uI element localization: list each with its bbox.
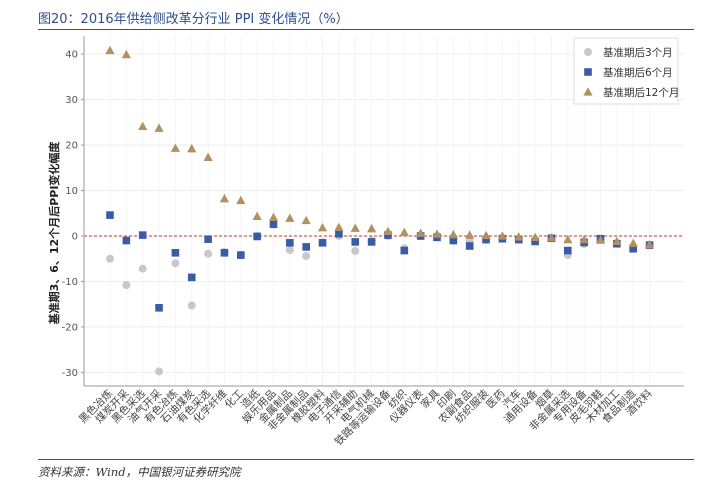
- y-tick-label: 0: [72, 232, 78, 243]
- legend-marker: [584, 68, 592, 76]
- point-6m: [204, 235, 212, 243]
- legend-marker: [583, 87, 593, 96]
- point-12m: [187, 143, 197, 153]
- point-3m: [106, 254, 114, 263]
- point-6m: [253, 232, 261, 241]
- point-12m: [121, 49, 131, 59]
- point-6m: [286, 239, 294, 247]
- point-12m: [154, 123, 164, 132]
- point-12m: [399, 227, 409, 236]
- point-12m: [628, 238, 638, 247]
- point-6m: [122, 236, 131, 245]
- point-6m: [449, 236, 458, 245]
- point-3m: [187, 301, 196, 310]
- point-6m: [465, 242, 474, 250]
- point-6m: [384, 231, 392, 239]
- chart-title: 图20：2016年供给侧改革分行业 PPI 变化情况（%）: [38, 12, 349, 27]
- x-ticks: 黑色冶炼煤炭开采黑色采选油气开采有色冶炼石油煤炭有色采选化学纤维化工造纸娱乐用品…: [76, 387, 655, 449]
- point-12m: [285, 213, 295, 222]
- y-tick-label: 20: [65, 141, 78, 152]
- point-12m: [644, 239, 655, 249]
- y-axis-label: 基准期3、6、12个月后PPI变化幅度: [47, 141, 61, 326]
- point-6m: [269, 220, 278, 228]
- y-tick-label: -30: [62, 368, 78, 379]
- point-6m: [564, 246, 572, 255]
- point-12m: [514, 232, 524, 241]
- point-6m: [302, 243, 310, 251]
- y-tick-label: 10: [65, 186, 78, 197]
- point-12m: [203, 152, 213, 161]
- point-3m: [138, 264, 147, 273]
- point-6m: [138, 231, 147, 239]
- point-3m: [204, 249, 213, 258]
- point-6m: [482, 235, 490, 244]
- legend-label: 基准期后12个月: [603, 86, 679, 99]
- y-ticks: 40 30 20 10 0 -10 -20 -30: [62, 50, 84, 379]
- point-6m: [171, 249, 180, 257]
- point-6m: [187, 273, 196, 282]
- y-tick-label: 40: [65, 50, 78, 61]
- point-12m: [579, 234, 589, 244]
- point-12m: [301, 215, 311, 225]
- y-tick-label: -10: [62, 277, 78, 288]
- point-12m: [268, 212, 279, 221]
- grid-lines: [84, 36, 684, 386]
- data-points: [105, 45, 655, 376]
- title-rule: [38, 29, 694, 30]
- point-6m: [220, 249, 229, 257]
- point-12m: [170, 143, 180, 152]
- point-3m: [351, 247, 360, 255]
- point-12m: [105, 45, 115, 55]
- point-12m: [530, 232, 540, 241]
- point-12m: [317, 223, 328, 232]
- point-12m: [448, 229, 458, 239]
- legend-marker: [584, 48, 592, 56]
- point-12m: [252, 211, 262, 221]
- point-12m: [334, 222, 344, 231]
- legend-label: 基准期后3个月: [603, 46, 673, 59]
- point-12m: [367, 223, 377, 233]
- point-3m: [302, 252, 311, 260]
- point-6m: [106, 211, 114, 219]
- point-6m: [237, 251, 245, 259]
- point-6m: [318, 239, 327, 247]
- y-tick-label: -20: [62, 322, 78, 333]
- point-12m: [383, 226, 393, 236]
- source-note: 资料来源：Wind，中国银河证券研究院: [38, 465, 241, 479]
- point-6m: [155, 304, 163, 312]
- point-6m: [400, 246, 409, 255]
- point-12m: [236, 195, 246, 205]
- source-rule: [38, 459, 694, 460]
- y-tick-label: 30: [65, 95, 78, 106]
- point-6m: [351, 238, 360, 246]
- point-12m: [563, 234, 573, 244]
- point-12m: [481, 230, 491, 240]
- point-6m: [629, 244, 637, 253]
- point-12m: [595, 235, 606, 244]
- point-12m: [219, 193, 230, 203]
- point-3m: [285, 246, 294, 255]
- point-12m: [138, 121, 148, 131]
- point-6m: [531, 237, 539, 246]
- point-3m: [122, 281, 131, 290]
- point-3m: [155, 367, 164, 376]
- point-12m: [546, 233, 557, 242]
- point-3m: [171, 259, 180, 268]
- point-12m: [350, 223, 360, 232]
- point-12m: [432, 229, 442, 238]
- legend-label: 基准期后6个月: [603, 66, 673, 79]
- point-6m: [367, 238, 376, 246]
- point-12m: [416, 228, 426, 237]
- point-12m: [612, 236, 622, 246]
- point-12m: [465, 230, 475, 239]
- point-6m: [335, 229, 343, 238]
- point-12m: [497, 231, 507, 240]
